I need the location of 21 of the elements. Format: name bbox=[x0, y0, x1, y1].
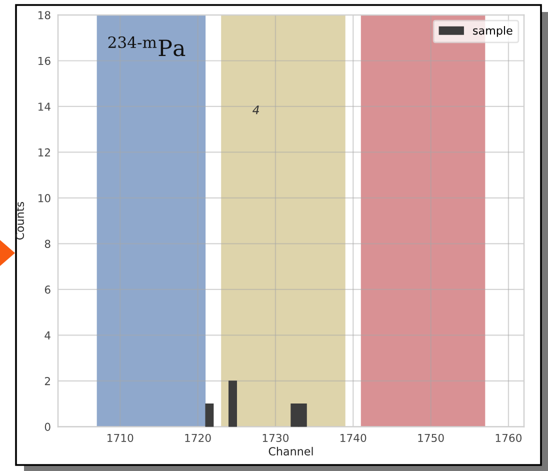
y-tick-label: 16 bbox=[38, 56, 50, 66]
annotation: 4 bbox=[252, 106, 259, 114]
y-axis-title: Counts bbox=[16, 202, 24, 240]
y-tick-label: 4 bbox=[44, 331, 50, 340]
y-tick-label: 14 bbox=[38, 102, 50, 111]
x-tick-label: 1720 bbox=[185, 434, 211, 442]
legend-label: sample bbox=[473, 26, 512, 37]
x-tick-label: 1710 bbox=[108, 434, 134, 442]
y-tick-label: 18 bbox=[38, 11, 50, 20]
x-axis-title: Channel bbox=[268, 446, 313, 456]
x-tick-label: 1750 bbox=[418, 434, 444, 442]
y-tick-label: 6 bbox=[44, 286, 50, 294]
x-tick-label: 1730 bbox=[262, 434, 289, 442]
x-tick-label: 1760 bbox=[496, 434, 522, 442]
annotation: $^{234‐m}$Pa bbox=[108, 36, 186, 56]
y-tick-label: 0 bbox=[44, 422, 50, 431]
y-tick-label: 2 bbox=[44, 377, 50, 386]
y-tick-label: 12 bbox=[38, 148, 50, 156]
y-tick-label: 10 bbox=[38, 194, 50, 202]
x-tick-label: 1740 bbox=[340, 434, 366, 442]
y-tick-label: 8 bbox=[44, 240, 50, 248]
